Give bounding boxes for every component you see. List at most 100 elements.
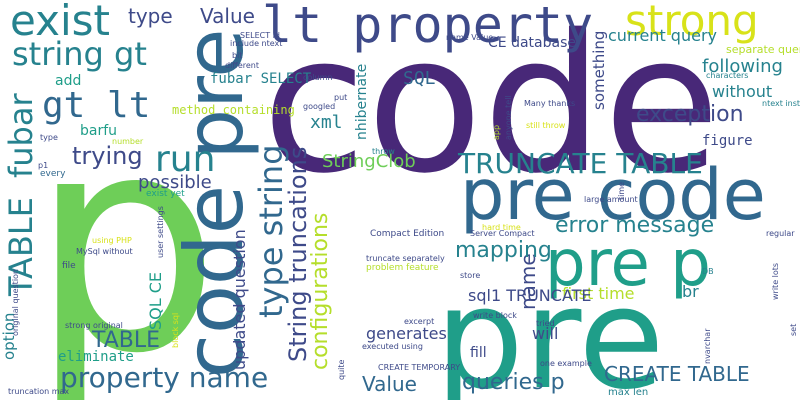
- word-figure: will: [532, 324, 559, 343]
- word-nhibernate: first time: [562, 284, 635, 303]
- word-add: CE database: [488, 35, 576, 51]
- word-bit: p1: [38, 161, 49, 170]
- word-regular: DB: [702, 267, 714, 276]
- word-still-throw: truncate separately: [366, 254, 445, 263]
- word-error-message: error message: [555, 213, 715, 238]
- word-p-large: p: [30, 70, 221, 400]
- word-mapping: mapping: [455, 238, 552, 263]
- word-sql-ce: SQL CE: [146, 271, 165, 330]
- word-separate-queries: exist yet: [146, 189, 185, 199]
- word-quite: bit: [232, 51, 243, 60]
- word-include-ntext: different: [225, 61, 259, 70]
- word-write-block: CREATE TEMPORARY: [378, 363, 461, 372]
- word-name-value: type: [128, 4, 173, 28]
- word-possible: possible: [138, 172, 212, 193]
- word-string-truncations: String truncations: [284, 146, 312, 362]
- word-app: large amount: [584, 195, 638, 204]
- word-generates: barfu: [80, 123, 118, 139]
- word-exception: exception: [636, 102, 744, 127]
- word-pre-p: pre p: [545, 227, 711, 301]
- word-will: br: [682, 282, 699, 301]
- word-table-left: TABLE: [2, 197, 40, 296]
- word-problem-feature: anyone tell: [504, 95, 513, 140]
- word-characters: every: [40, 169, 66, 179]
- word-googled: Many thanks: [524, 99, 576, 108]
- word-code: code: [262, 0, 721, 215]
- word-select-id: separate queries: [726, 43, 800, 56]
- word-column: still throw: [526, 121, 566, 130]
- word-lt-property: lt property: [262, 0, 594, 54]
- word-create-temporary: max len: [608, 387, 649, 398]
- word-method-containing: SELECT id: [240, 31, 280, 40]
- word-fubar-select: method containing: [172, 103, 295, 117]
- word-every: using PHP: [92, 236, 132, 245]
- word-throw: googled: [303, 102, 336, 111]
- word-put: column: [303, 73, 333, 82]
- word-gt-lt: gt lt: [42, 85, 151, 126]
- word-max-len: tried: [536, 319, 555, 328]
- word-first-time: fill: [470, 345, 487, 361]
- word-fubar: fubar: [2, 93, 40, 178]
- word-file: MySql without: [76, 247, 133, 256]
- word-value-top: Value: [200, 4, 255, 28]
- word-p1: name Value: [446, 33, 494, 42]
- word-sql: SQL: [403, 68, 436, 89]
- word-number: type: [40, 133, 58, 142]
- word-server-compact: executed using: [362, 342, 423, 351]
- word-fubar-sql2: figure: [702, 133, 753, 149]
- word-exist: exist: [10, 0, 110, 45]
- word-trying: trying: [72, 142, 143, 170]
- word-truncation-max: original question: [11, 268, 20, 336]
- word-truncate-separately: app: [492, 124, 501, 140]
- word-store: throw: [372, 147, 395, 156]
- word-current-query: current query: [608, 26, 717, 45]
- word-sql2-create: nhibernate: [354, 63, 370, 140]
- word-eliminate: add: [55, 73, 82, 89]
- word-set: ntext instead: [762, 99, 800, 108]
- word-sql1-truncate: eliminate: [58, 349, 134, 365]
- word-property-name: property name: [60, 361, 269, 394]
- word-pre: pre: [435, 258, 665, 400]
- word-different: characters: [706, 71, 749, 80]
- word-large-amount: write lots: [771, 262, 780, 300]
- word-something: something: [590, 30, 608, 110]
- word-pre-code: pre code: [460, 154, 766, 236]
- word-stringclob: StringClob: [322, 151, 416, 172]
- word-ce-database: include ntext: [230, 39, 283, 48]
- word-executed-using: one example: [540, 359, 592, 368]
- word-ntext-instead: nvarchar: [703, 328, 712, 364]
- word-following: following: [702, 56, 783, 77]
- word-using-php: Compact Edition: [370, 229, 445, 239]
- word-configurations: configurations: [308, 212, 333, 370]
- word-without: without: [712, 82, 773, 101]
- word-fill: sql1 TRUNCATE: [468, 286, 592, 305]
- word-xml: xml: [310, 112, 343, 133]
- word-tried: put: [334, 93, 348, 102]
- word-hard-time: set: [789, 323, 798, 336]
- word-queries-p: queries p: [462, 370, 565, 395]
- word-original-question: quite: [337, 359, 346, 380]
- word-run: run: [155, 139, 216, 180]
- word-compact-edition: write block: [473, 311, 517, 320]
- word-type-string: type string: [252, 144, 290, 318]
- word-one-example: store: [460, 271, 481, 280]
- word-br: generates: [366, 324, 447, 343]
- word-strong-original: block sql: [171, 312, 180, 348]
- word-truncate-table: TRUNCATE TABLE: [458, 147, 703, 180]
- word-table-bottom: TABLE: [92, 328, 161, 353]
- word-create-table: CREATE TABLE: [604, 362, 750, 386]
- word-block-sql: user settings: [156, 206, 165, 258]
- word-many-thanks: problem feature: [366, 263, 439, 273]
- word-barfu: fubar SELECT: [210, 71, 312, 87]
- word-mysql-without: Server Compact: [470, 229, 535, 238]
- word-user-settings: number: [112, 137, 144, 146]
- word-string-gt: string gt: [12, 35, 147, 73]
- word-updated-question: updated question: [230, 229, 249, 370]
- word-time: hard time: [482, 223, 521, 232]
- word-exist-yet: file: [62, 261, 76, 271]
- word-nvarchar: truncation max: [8, 387, 70, 396]
- word-db: excerpt: [404, 317, 435, 326]
- word-value-bottom: Value: [362, 372, 417, 396]
- word-write-lots: regular: [766, 229, 795, 238]
